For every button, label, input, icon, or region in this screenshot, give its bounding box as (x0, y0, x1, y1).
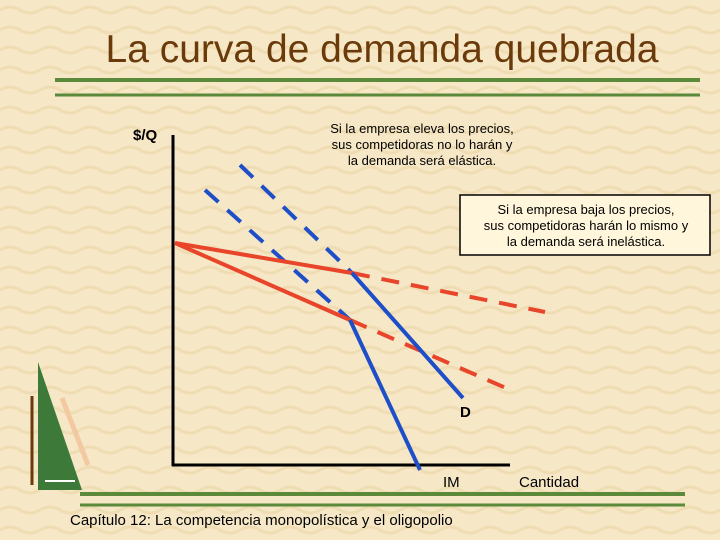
curve-label: D (460, 404, 471, 421)
demand-dashed (238, 163, 354, 275)
curve-label: IM (443, 474, 460, 491)
annotation-line: sus competidoras no lo harán y (332, 137, 513, 152)
mr-dashed (203, 188, 352, 322)
annotation-line: sus competidoras harán lo mismo y (484, 218, 689, 233)
demand-inelastic (350, 271, 465, 400)
slide-title: La curva de demanda quebrada (106, 28, 659, 71)
annotation-line: la demanda será elástica. (348, 153, 496, 168)
annotation: Si la empresa baja los precios,sus compe… (484, 202, 689, 249)
demand-elastic (174, 241, 353, 275)
y-axis-label: $/Q (133, 127, 158, 144)
decoration (59, 397, 91, 466)
annotation-box (459, 194, 711, 256)
annotation: Si la empresa eleva los precios,sus comp… (330, 121, 514, 168)
mr-dashed (349, 318, 516, 394)
x-axis-label: Cantidad (519, 474, 579, 491)
annotation-line: Si la empresa eleva los precios, (330, 121, 514, 136)
annotation-line: Si la empresa baja los precios, (497, 202, 674, 217)
decoration (38, 362, 82, 490)
annotation-line: la demanda será inelástica. (507, 234, 665, 249)
mr-elastic (174, 241, 351, 322)
footer: Capítulo 12: La competencia monopolístic… (70, 512, 453, 529)
demand-dashed (351, 271, 546, 314)
mr-inelastic (348, 319, 422, 471)
